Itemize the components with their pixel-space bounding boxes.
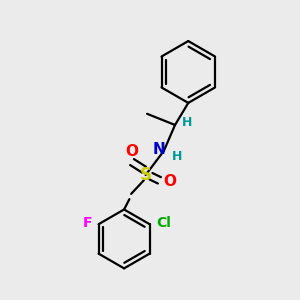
Text: O: O	[164, 174, 176, 189]
Text: F: F	[82, 216, 92, 230]
Text: S: S	[140, 166, 152, 184]
Text: O: O	[125, 144, 138, 159]
Text: H: H	[172, 150, 182, 163]
Text: N: N	[152, 142, 165, 157]
Text: Cl: Cl	[156, 216, 171, 230]
Text: H: H	[182, 116, 192, 129]
